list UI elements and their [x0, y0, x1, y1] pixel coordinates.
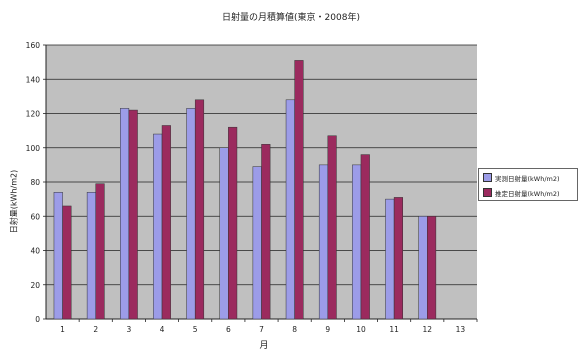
y-tick-label: 20 [30, 281, 40, 290]
bar-estimated-12 [427, 216, 437, 320]
y-tick-label: 120 [26, 110, 41, 119]
bar-measured-9 [318, 164, 329, 320]
x-tick-label: 1 [60, 325, 65, 334]
bar-estimated-8 [294, 60, 304, 320]
bar-estimated-5 [194, 99, 205, 320]
bar-estimated-3 [128, 109, 138, 320]
bar-estimated-11 [393, 197, 403, 320]
bar-estimated-7 [261, 144, 271, 320]
legend-swatch-measured [483, 173, 492, 182]
bar-estimated-6 [228, 126, 238, 320]
y-tick-label: 140 [26, 75, 41, 84]
bar-measured-3 [120, 108, 130, 320]
bar-measured-5 [186, 108, 196, 320]
bar-measured-2 [86, 192, 96, 320]
bar-measured-7 [252, 166, 262, 320]
bar-estimated-2 [95, 183, 105, 320]
bar-measured-1 [53, 192, 63, 320]
bar-measured-8 [285, 99, 295, 320]
x-axis-label: 月 [259, 341, 269, 351]
x-tick-label: 9 [325, 325, 330, 334]
x-tick-label: 2 [93, 325, 98, 334]
legend-label-measured: 実測日射量(kWh/m2) [495, 174, 560, 183]
legend-label-estimated: 推定日射量(kWh/m2) [495, 189, 560, 198]
x-tick-label: 6 [226, 325, 231, 334]
x-tick-label: 4 [160, 325, 165, 334]
bar-estimated-9 [327, 135, 337, 320]
bar-measured-10 [352, 164, 362, 320]
x-tick-label: 10 [356, 325, 366, 334]
x-tick-label: 13 [456, 325, 466, 334]
bar-estimated-1 [62, 205, 72, 320]
bar-measured-11 [385, 198, 395, 320]
x-tick-label: 3 [126, 325, 131, 334]
x-tick-label: 11 [389, 325, 399, 334]
y-tick-label: 80 [30, 178, 40, 187]
bar-measured-12 [418, 216, 428, 320]
bar-estimated-10 [360, 154, 370, 320]
y-tick-label: 0 [35, 315, 40, 324]
chart-title: 日射量の月積算値(東京・2008年) [222, 13, 360, 23]
y-tick-label: 40 [30, 247, 40, 256]
x-tick-label: 12 [422, 325, 432, 334]
legend-item-estimated: 推定日射量(kWh/m2) [479, 186, 577, 199]
x-tick-label: 5 [193, 325, 198, 334]
legend: 実測日射量(kWh/m2) 推定日射量(kWh/m2) [478, 168, 578, 201]
legend-swatch-estimated [483, 188, 492, 197]
legend-item-measured: 実測日射量(kWh/m2) [479, 171, 577, 184]
x-tick-label: 7 [259, 325, 264, 334]
y-tick-label: 160 [26, 41, 41, 50]
x-tick-label: 8 [292, 325, 297, 334]
bar-measured-6 [219, 147, 229, 320]
y-tick-label: 60 [30, 212, 40, 221]
bar-measured-4 [153, 133, 163, 320]
bar-estimated-4 [161, 125, 171, 320]
y-tick-label: 100 [26, 144, 41, 153]
